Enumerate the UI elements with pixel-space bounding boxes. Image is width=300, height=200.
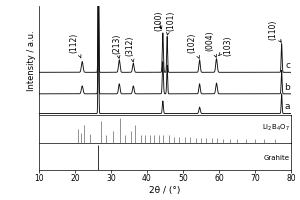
Text: (100): (100) [154, 11, 163, 31]
Text: (112): (112) [70, 32, 81, 58]
Text: (213): (213) [112, 34, 121, 58]
Text: Grahite: Grahite [263, 155, 289, 161]
Text: (002): (002) [0, 199, 1, 200]
Text: (101): (101) [166, 11, 175, 35]
Text: b: b [284, 83, 290, 92]
Text: (312): (312) [126, 36, 135, 62]
Text: a: a [285, 102, 290, 111]
Text: c: c [285, 61, 290, 70]
Text: Li$_2$B$_4$O$_7$: Li$_2$B$_4$O$_7$ [262, 123, 289, 133]
Text: (103): (103) [219, 36, 232, 56]
X-axis label: 2θ / (°): 2θ / (°) [149, 186, 181, 195]
Text: (102): (102) [188, 32, 200, 58]
Text: (004): (004) [206, 30, 217, 57]
Y-axis label: Intensity / a.u.: Intensity / a.u. [27, 30, 36, 91]
Text: (110): (110) [268, 20, 281, 42]
